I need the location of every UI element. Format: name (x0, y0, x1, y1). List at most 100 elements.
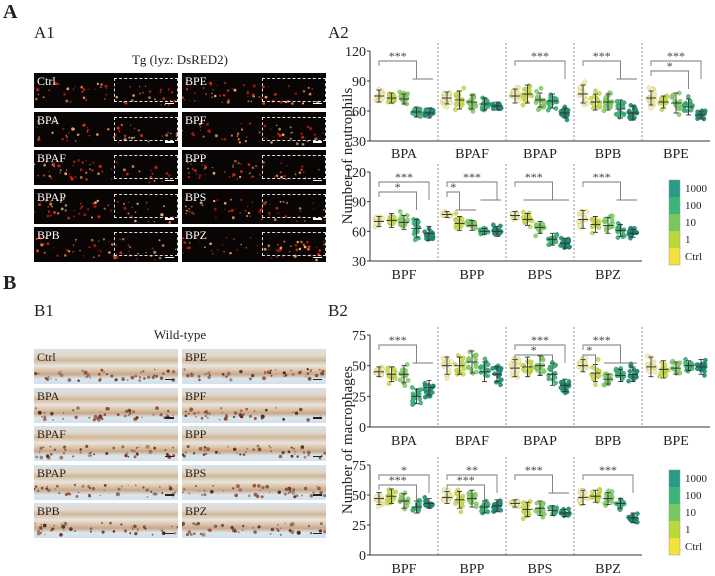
scale-bar (313, 256, 322, 258)
scale-bar (313, 102, 322, 104)
significance-bracket (446, 181, 498, 200)
data-point (669, 94, 675, 100)
data-point (485, 362, 491, 367)
panel-label-a1: A1 (34, 23, 55, 42)
region-of-interest-box (114, 232, 178, 256)
significance-bracket (378, 181, 430, 200)
data-point (593, 382, 598, 388)
data-point (652, 369, 658, 375)
significance-label: *** (593, 170, 611, 184)
data-point (646, 369, 652, 374)
data-point (386, 489, 392, 495)
data-point (459, 99, 465, 105)
scale-bar (165, 532, 174, 534)
image-tile-ctrl: Ctrl (34, 73, 178, 108)
data-point (405, 378, 411, 383)
significance-bracket (514, 474, 553, 493)
scale-bar (165, 141, 174, 143)
data-point (584, 209, 590, 214)
scale-bar (165, 218, 174, 220)
data-point (593, 367, 599, 373)
data-point (626, 108, 632, 114)
image-tile-bpb: BPB (34, 227, 178, 262)
data-point (540, 502, 546, 508)
significance-label: *** (667, 49, 685, 63)
data-point (397, 377, 403, 383)
y-tick-label: 0 (359, 549, 366, 564)
data-point (472, 225, 478, 231)
image-tile-bpf: BPF (182, 387, 326, 423)
data-point (631, 230, 637, 236)
legend-label: Ctrl (685, 541, 702, 553)
scale-bar (313, 494, 322, 496)
legend-swatch (669, 180, 680, 197)
legend-swatch (669, 504, 680, 521)
data-point (386, 381, 392, 387)
y-tick-label: 50 (352, 489, 366, 504)
image-tile-bpaf: BPAF (34, 426, 178, 461)
data-point (399, 213, 404, 219)
legend-swatch (669, 214, 680, 231)
data-point (467, 349, 473, 355)
data-point (417, 501, 422, 506)
data-point (453, 501, 458, 506)
data-point (490, 222, 496, 228)
image-tile-bpa: BPA (34, 387, 178, 423)
legend-swatch (669, 538, 680, 555)
data-point (474, 352, 479, 358)
data-point (398, 371, 403, 376)
image-tile-label: BPF (185, 112, 207, 127)
data-point (417, 396, 423, 402)
data-point (596, 101, 602, 107)
image-tile-bpb: BPB (34, 503, 178, 538)
data-point (567, 244, 572, 250)
data-point (577, 85, 583, 90)
data-point (459, 357, 465, 362)
significance-bracket (378, 474, 430, 493)
data-point (560, 379, 566, 385)
data-point (527, 499, 533, 504)
image-tile-bpp: BPP (182, 150, 326, 185)
data-point (515, 374, 521, 380)
image-tile-bpap: BPAP (34, 188, 178, 224)
significance-label: * (401, 463, 407, 477)
data-point (425, 393, 431, 399)
data-point (521, 500, 526, 506)
significance-bracket (514, 354, 553, 373)
scale-bar (313, 455, 322, 457)
brightfield-image-grid: Ctrl BPA BPAF BPAP BPB BPE BPF BPP BPS BPZ (34, 349, 328, 541)
x-category-label: BPP (460, 562, 485, 576)
y-tick-label: 50 (352, 360, 366, 375)
significance-label: * (395, 180, 401, 194)
image-tile-label: BPS (185, 189, 207, 204)
data-point (533, 508, 539, 514)
data-point (509, 368, 515, 374)
data-point (633, 519, 638, 524)
data-point (658, 370, 664, 376)
significance-bracket (582, 60, 621, 79)
region-of-interest-box (262, 232, 326, 256)
significance-label: *** (463, 170, 481, 184)
data-point (663, 373, 669, 379)
region-of-interest-box (114, 155, 178, 179)
data-point (645, 361, 650, 367)
data-point (441, 487, 447, 493)
data-point (566, 238, 572, 243)
image-tile-label: BPB (37, 228, 60, 242)
significance-label: * (586, 343, 592, 357)
image-tile-label: BPS (185, 465, 207, 480)
data-point (509, 373, 515, 379)
image-tile-bpz: BPZ (182, 227, 326, 262)
scale-bar (313, 378, 322, 380)
significance-label: *** (389, 333, 407, 347)
data-point (497, 231, 503, 236)
data-point (553, 239, 559, 245)
data-point (590, 364, 596, 370)
y-axis-title-neutrophils: Number of neutrophils (340, 88, 356, 225)
legend-border (668, 179, 681, 266)
y-tick-label: 30 (352, 135, 366, 150)
scale-bar (165, 494, 174, 496)
image-title-a1: Tg (lyz: DsRED2) (131, 52, 229, 67)
data-point (483, 372, 488, 378)
